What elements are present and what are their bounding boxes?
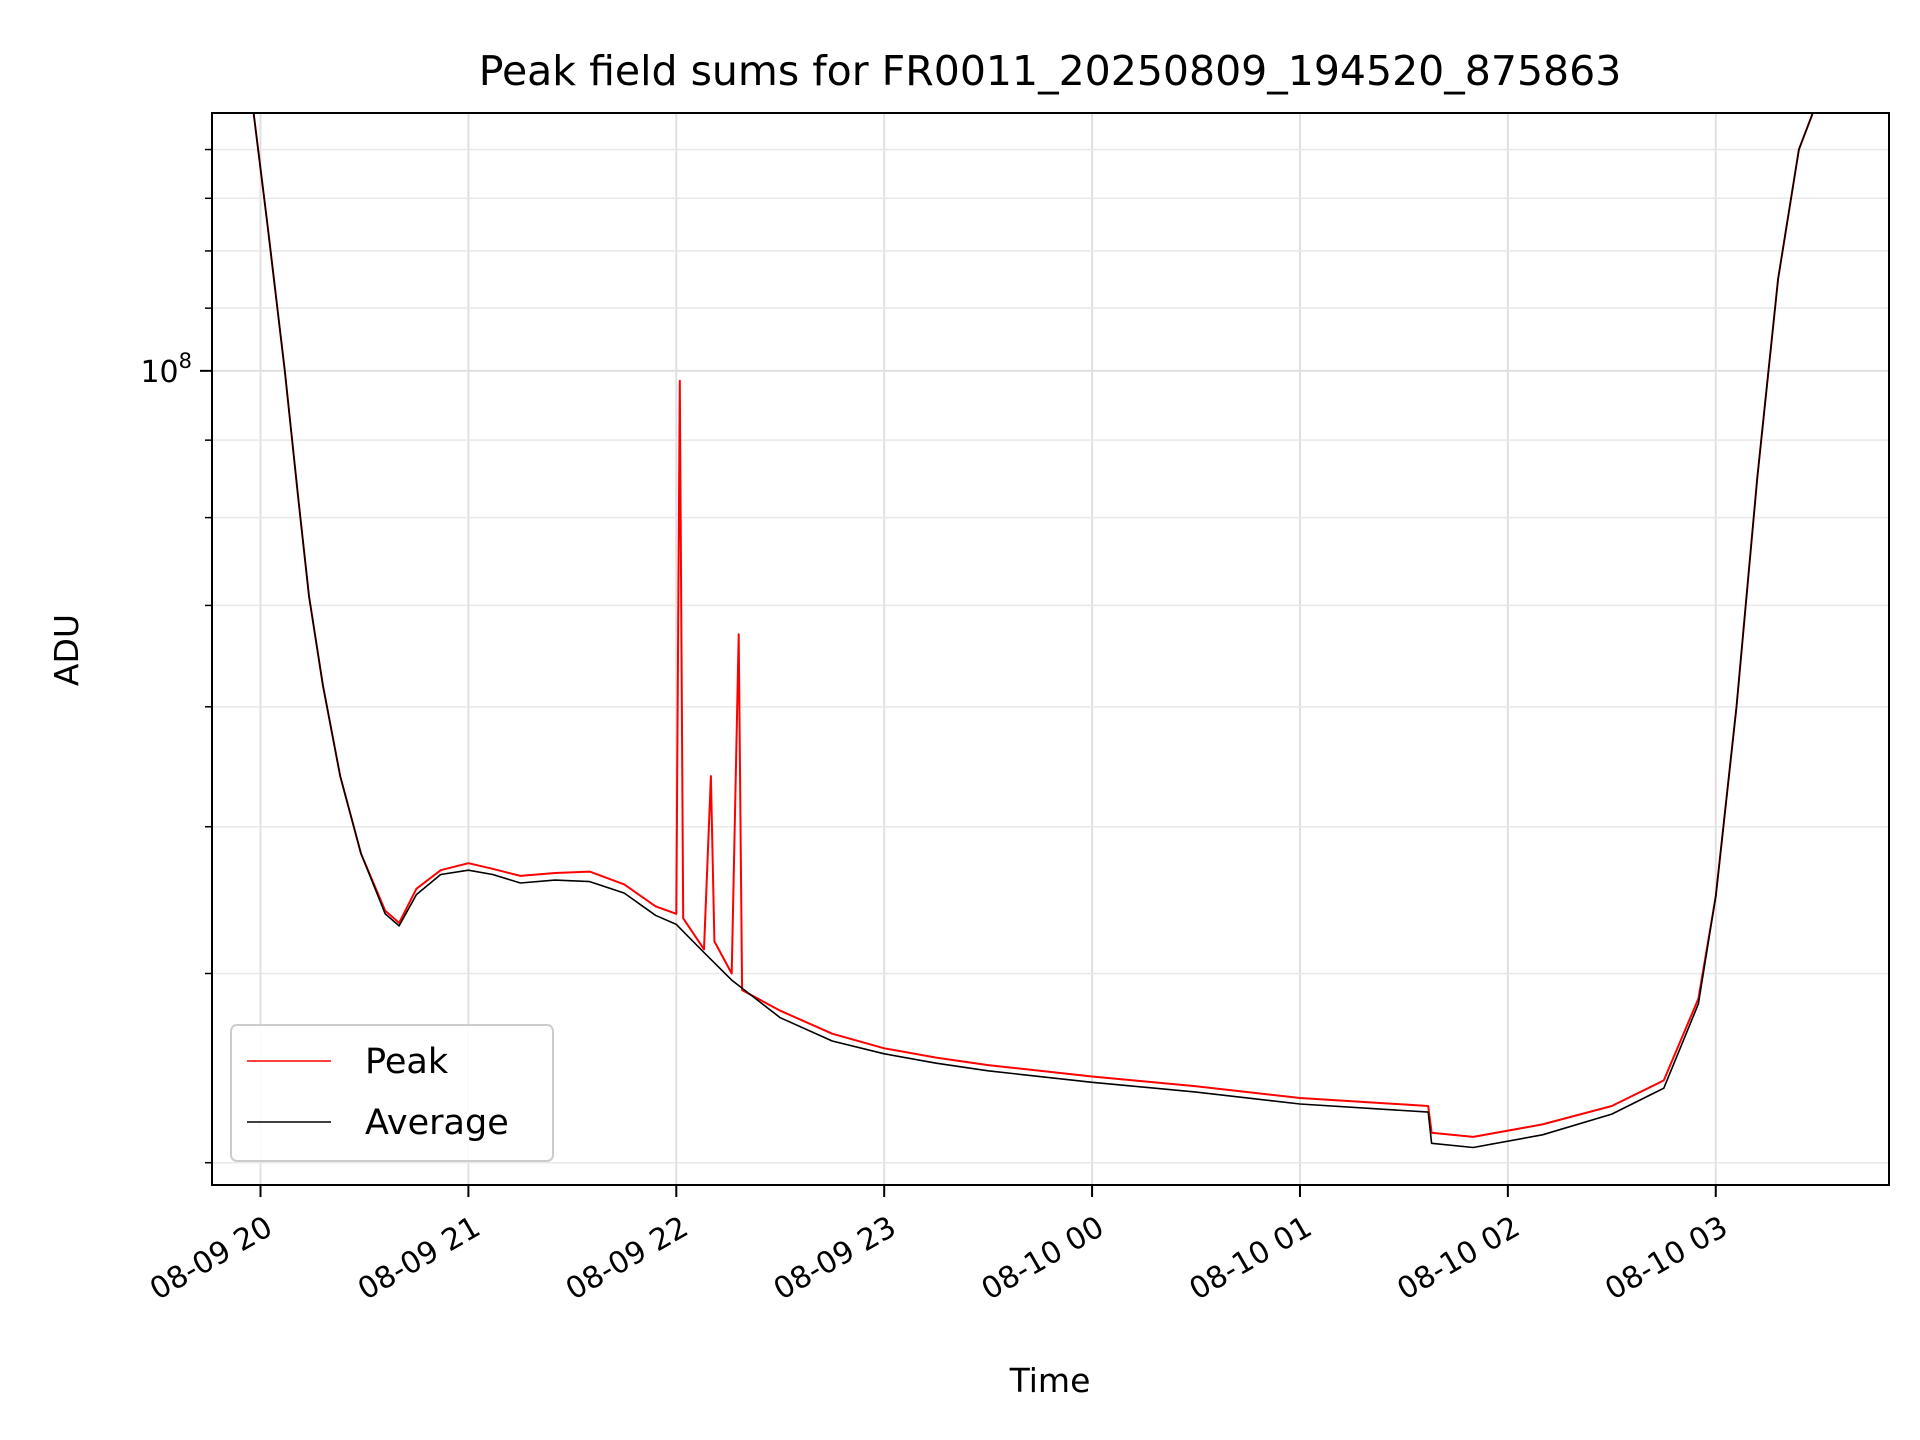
legend-box [230, 1024, 554, 1162]
series-line-average [252, 113, 1834, 1149]
y-axis-label: ADU [47, 614, 86, 686]
grid [212, 113, 1889, 1185]
legend: Peak Average [230, 1024, 554, 1162]
chart-title: Peak field sums for FR0011_20250809_1945… [479, 47, 1622, 95]
x-axis-label: Time [1009, 1361, 1091, 1400]
legend-label-peak: Peak [365, 1042, 449, 1082]
series-line-peak [252, 113, 1834, 1138]
plot-frame [211, 112, 1890, 1186]
legend-label-average: Average [365, 1103, 509, 1143]
plot-series [252, 113, 1834, 1149]
